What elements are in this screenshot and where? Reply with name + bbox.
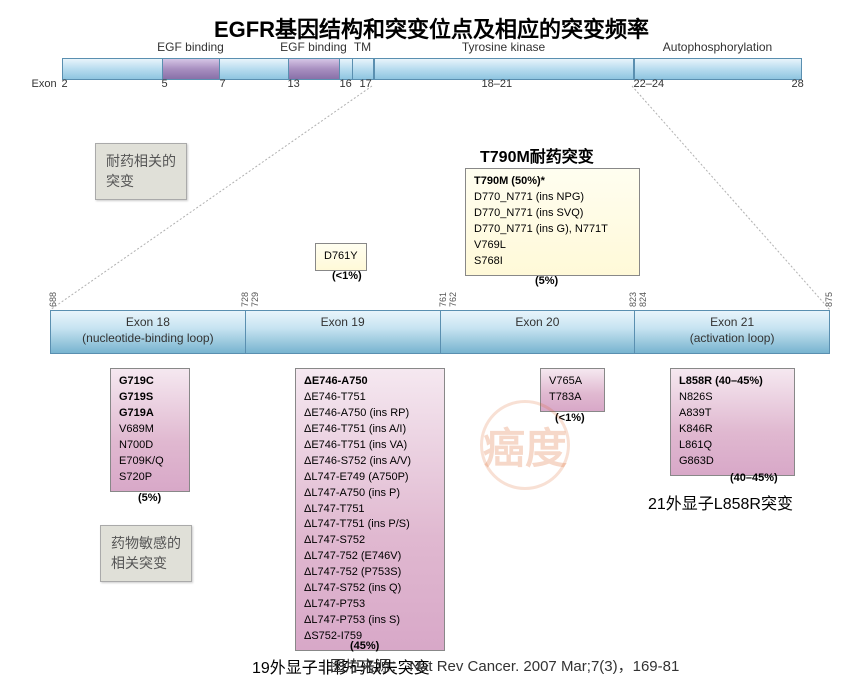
mutation-item: S768I [474, 254, 631, 270]
mutation-item: ΔL747-P753 [304, 597, 436, 613]
aa-position: 875 [824, 292, 834, 307]
exon-cell: Exon 21(activation loop) [635, 311, 829, 353]
mutation-item: ΔL747-P753 (ins S) [304, 613, 436, 629]
aa-position: 823 [628, 292, 638, 307]
mutation-item: ΔL747-752 (E746V) [304, 549, 436, 565]
mutation-item: D770_N771 (ins G), N771T [474, 222, 631, 238]
exon21-pct: (40–45%) [730, 472, 778, 484]
mutation-item: ΔL747-752 (P753S) [304, 565, 436, 581]
domain-label: Autophosphorylation [663, 40, 772, 54]
mutation-item: V769L [474, 238, 631, 254]
exon-tick: 22–24 [634, 78, 665, 90]
category-sensitive: 药物敏感的 相关突变 [100, 525, 192, 582]
citation-label: 图片来源： [330, 658, 405, 675]
mutation-item: G719A [119, 406, 181, 422]
mutation-item: ΔE746-A750 (ins RP) [304, 406, 436, 422]
aa-position: 729 [250, 292, 260, 307]
aa-position: 761 [438, 292, 448, 307]
d761y-pct: (<1%) [332, 270, 362, 282]
mutation-item: G719S [119, 390, 181, 406]
aa-position: 688 [48, 292, 58, 307]
mutation-item: ΔL747-E749 (A750P) [304, 470, 436, 486]
exon19-box: ΔE746-A750ΔE746-T751ΔE746-A750 (ins RP)Δ… [295, 368, 445, 651]
mutation-item: ΔL747-S752 (ins Q) [304, 581, 436, 597]
domain-label: Tyrosine kinase [462, 40, 545, 54]
exon-tick: 7 [220, 78, 226, 90]
t790m-box: T790M (50%)*D770_N771 (ins NPG)D770_N771… [465, 168, 640, 276]
category-resistance: 耐药相关的 突变 [95, 143, 187, 200]
mutation-item: ΔL747-S752 [304, 533, 436, 549]
t790m-pct: (5%) [535, 275, 558, 287]
domain-label: EGF binding [280, 40, 347, 54]
mutation-item: N700D [119, 438, 181, 454]
exon-tick: 18–21 [482, 78, 513, 90]
domain-label: EGF binding [157, 40, 224, 54]
mutation-item: T783A [549, 390, 596, 406]
exon20-box: V765AT783A [540, 368, 605, 412]
exon-tick: 16 [340, 78, 352, 90]
aa-position: 762 [448, 292, 458, 307]
exon-tick: 13 [288, 78, 300, 90]
mutation-item: G719C [119, 374, 181, 390]
aa-position: 728 [240, 292, 250, 307]
mutation-item: ΔL747-T751 [304, 502, 436, 518]
mutation-item: D770_N771 (ins NPG) [474, 190, 631, 206]
mutation-item: N826S [679, 390, 786, 406]
mutation-item: K846R [679, 422, 786, 438]
citation-text: Nat Rev Cancer. 2007 Mar;7(3)，169-81 [409, 658, 679, 675]
aa-position: 824 [638, 292, 648, 307]
exon-bar: Exon 18(nucleotide-binding loop)Exon 19E… [50, 310, 830, 354]
exon-cell: Exon 20 [441, 311, 636, 353]
mutation-item: ΔE746-T751 (ins A/I) [304, 422, 436, 438]
exon-ticks: Exon25713161718–2122–2428 [62, 76, 802, 96]
exon-tick: 28 [792, 78, 804, 90]
mutation-item: ΔL747-A750 (ins P) [304, 486, 436, 502]
mutation-item: G863D [679, 454, 786, 470]
mutation-item: V689M [119, 422, 181, 438]
mutation-item: S720P [119, 470, 181, 486]
citation: 图片来源： Nat Rev Cancer. 2007 Mar;7(3)，169-… [330, 655, 679, 676]
exon-tick: 2 [62, 78, 68, 90]
exon18-pct: (5%) [138, 492, 161, 504]
mutation-item: A839T [679, 406, 786, 422]
mutation-item: ΔE746-T751 (ins VA) [304, 438, 436, 454]
mutation-item: D770_N771 (ins SVQ) [474, 206, 631, 222]
exon21-box: L858R (40–45%)N826SA839TK846RL861QG863D [670, 368, 795, 476]
domain-label: TM [354, 40, 371, 54]
watermark: 癌度 [480, 400, 570, 490]
exon18-box: G719CG719SG719AV689MN700DE709K/QS720P [110, 368, 190, 492]
mutation-item: V765A [549, 374, 596, 390]
exon-tick: Exon [32, 78, 57, 90]
exon-tick: 5 [162, 78, 168, 90]
mutation-item: L858R (40–45%) [679, 374, 786, 390]
exon19-pct: (45%) [350, 640, 379, 652]
mutation-item: L861Q [679, 438, 786, 454]
mutation-item: ΔL747-T751 (ins P/S) [304, 517, 436, 533]
exon-cell: Exon 18(nucleotide-binding loop) [51, 311, 246, 353]
mutation-item: D761Y [324, 249, 358, 265]
exon21-annotation: 21外显子L858R突变 [648, 490, 793, 514]
mutation-item: E709K/Q [119, 454, 181, 470]
t790m-header: T790M耐药突变 [480, 143, 594, 167]
exon-tick: 17 [360, 78, 372, 90]
mutation-item: ΔE746-T751 [304, 390, 436, 406]
mutation-item: T790M (50%)* [474, 174, 631, 190]
exon-cell: Exon 19 [246, 311, 441, 353]
mutation-item: ΔE746-S752 (ins A/V) [304, 454, 436, 470]
mutation-item: ΔE746-A750 [304, 374, 436, 390]
d761y-box: D761Y [315, 243, 367, 271]
